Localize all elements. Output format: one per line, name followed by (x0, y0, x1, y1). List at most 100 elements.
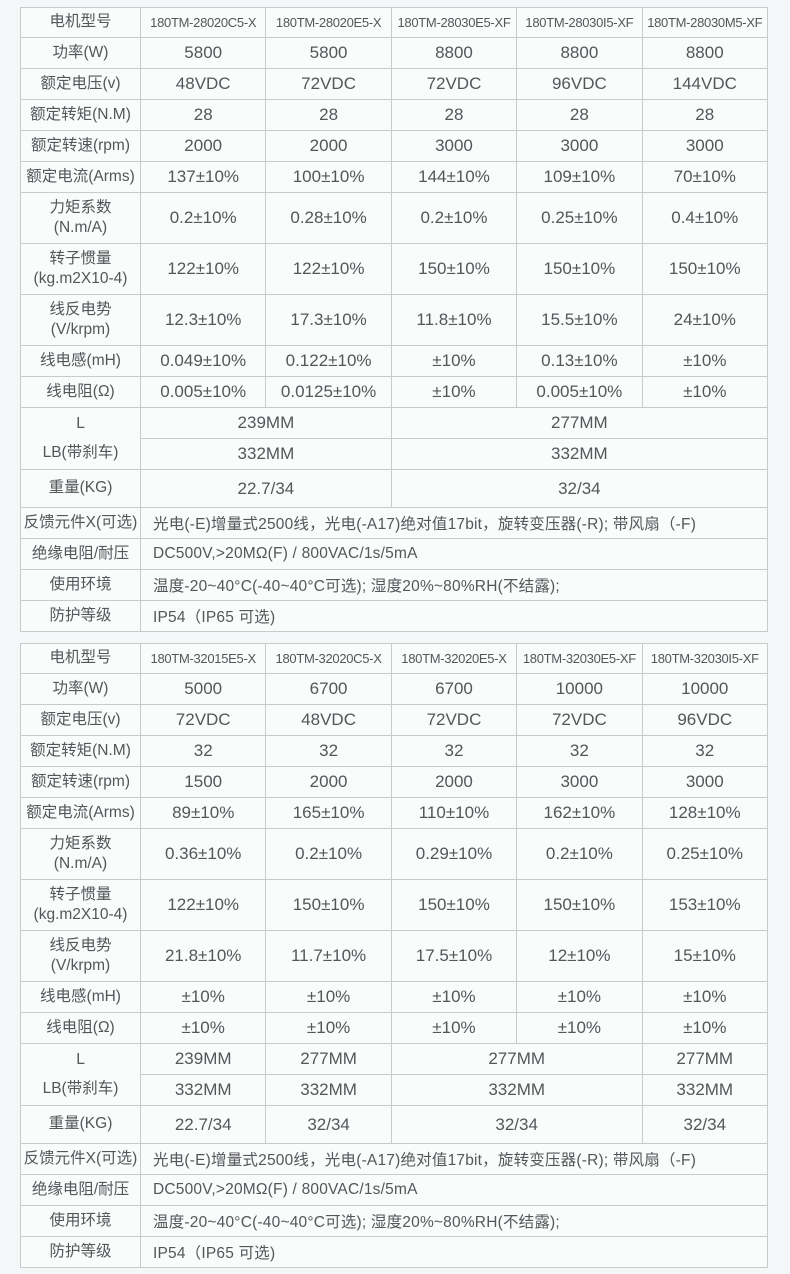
model-cell: 180TM-28030M5-XF (641, 7, 768, 38)
spec-value-cell: 8800 (641, 37, 768, 69)
info-row: 绝缘电阻/耐压 DC500V,>20MΩ(F) / 800VAC/1s/5mA (20, 538, 768, 570)
spec-row-label: 额定电流(Arms) (20, 161, 141, 193)
weight-cell: 22.7/34 (139, 1105, 267, 1144)
spec-row-label: 线电感(mH) (20, 981, 141, 1013)
spec-value-cell: 32 (641, 735, 768, 767)
spec-value-cell: 0.36±10% (139, 828, 267, 880)
l-label: L (76, 1050, 85, 1068)
spec-value-cell: 3000 (516, 766, 643, 798)
spec-row-label: 功率(W) (20, 673, 141, 705)
spec-value-cell: 10000 (641, 673, 768, 705)
spec-value-cell: 0.28±10% (265, 192, 392, 244)
spec-value-cell: 8800 (390, 37, 518, 69)
spec-value-cell: 137±10% (139, 161, 267, 193)
spec-value-cell: ±10% (641, 376, 768, 408)
spec-value-cell: 8800 (516, 37, 643, 69)
length-cell: 277MM (641, 1043, 768, 1075)
spec-value-cell: 0.25±10% (641, 828, 768, 880)
info-row-label: 使用环境 (20, 1205, 141, 1237)
spec-row: 额定转矩(N.M) 32 32 32 32 32 (20, 735, 768, 767)
spec-value-cell: ±10% (641, 981, 768, 1013)
info-row: 使用环境 温度-20~40°C(-40~40°C可选); 湿度20%~80%RH(… (20, 1205, 768, 1237)
spec-value-cell: 17.5±10% (390, 930, 518, 982)
spec-row: 线电阻(Ω) 0.005±10% 0.0125±10% ±10% 0.005±10% ±1… (20, 376, 768, 408)
info-row: 绝缘电阻/耐压 DC500V,>20MΩ(F) / 800VAC/1s/5mA (20, 1174, 768, 1206)
info-row: 防护等级 IP54（IP65 可选) (20, 600, 768, 632)
spec-value-cell: 0.29±10% (390, 828, 518, 880)
spec-value-cell: ±10% (139, 981, 267, 1013)
spec-value-cell: 0.2±10% (516, 828, 643, 880)
spec-row: 额定转矩(N.M) 28 28 28 28 28 (20, 99, 768, 131)
spec-value-cell: 21.8±10% (139, 930, 267, 982)
spec-value-cell: 0.0125±10% (265, 376, 392, 408)
model-cell: 180TM-28030E5-XF (390, 7, 518, 38)
spec-row-label: 力矩系数 (N.m/A) (20, 828, 141, 880)
spec-value-cell: 0.2±10% (390, 192, 518, 244)
spec-value-cell: 3000 (641, 130, 768, 162)
spec-value-cell: 110±10% (390, 797, 518, 829)
weight-cell: 22.7/34 (140, 469, 392, 508)
info-value-cell: 温度-20~40°C(-40~40°C可选); 湿度20%~80%RH(不结露)… (140, 569, 768, 601)
info-row: 反馈元件X(可选) 光电(-E)增量式2500线，光电(-A17)绝对值17bit… (20, 1143, 768, 1175)
info-row: 使用环境 温度-20~40°C(-40~40°C可选); 湿度20%~80%RH(… (20, 569, 768, 601)
spec-row: 额定电压(v) 48VDC 72VDC 72VDC 96VDC 144VDC (20, 68, 768, 100)
spec-value-cell: 96VDC (516, 68, 643, 100)
spec-value-cell: 3000 (516, 130, 643, 162)
spec-row: 额定电流(Arms) 89±10% 165±10% 110±10% 162±10% 128… (20, 797, 768, 829)
model-cell: 180TM-32015E5-X (139, 643, 267, 674)
info-row-label: 防护等级 (20, 600, 141, 632)
brake-length-cell: 332MM (641, 1074, 768, 1106)
spec-row: 额定转速(rpm) 1500 2000 2000 3000 3000 (20, 766, 768, 798)
info-value-cell: DC500V,>20MΩ(F) / 800VAC/1s/5mA (140, 1174, 768, 1206)
spec-value-cell: 15.5±10% (516, 294, 643, 346)
spec-row-label: 额定转速(rpm) (20, 130, 141, 162)
spec-row-label: 额定转矩(N.M) (20, 735, 141, 767)
info-row-label: 绝缘电阻/耐压 (20, 1174, 141, 1206)
spec-value-cell: ±10% (265, 981, 392, 1013)
spec-value-cell: 0.005±10% (516, 376, 643, 408)
brake-length-row: 332MM 332MM 332MM 332MM (21, 1074, 768, 1106)
model-row-label: 电机型号 (20, 7, 141, 38)
spec-value-cell: 165±10% (265, 797, 392, 829)
spec-row-label: 功率(W) (20, 37, 141, 69)
spec-row: 线电阻(Ω) ±10% ±10% ±10% ±10% ±10% (20, 1012, 768, 1044)
spec-value-cell: 10000 (516, 673, 643, 705)
spec-value-cell: 28 (641, 99, 768, 131)
weight-cell: 32/34 (641, 1105, 768, 1144)
lb-label: LB(带刹车) (42, 1079, 119, 1097)
length-cell: 239MM (140, 407, 392, 439)
spec-value-cell: 32 (516, 735, 643, 767)
spec-value-cell: 48VDC (265, 704, 392, 736)
spec-value-cell: 5800 (139, 37, 267, 69)
spec-tables-container: 电机型号 180TM-28020C5-X 180TM-28020E5-X 180TM-… (20, 7, 768, 1268)
spec-value-cell: 17.3±10% (265, 294, 392, 346)
spec-value-cell: 28 (390, 99, 518, 131)
spec-value-cell: 5000 (139, 673, 267, 705)
spec-row-label: 线电阻(Ω) (20, 376, 141, 408)
spec-value-cell: 150±10% (265, 879, 392, 931)
model-row: 电机型号 180TM-28020C5-X 180TM-28020E5-X 180TM-… (20, 7, 768, 38)
weight-row-label: 重量(KG) (20, 469, 141, 508)
spec-value-cell: 2000 (390, 766, 518, 798)
spec-value-cell: 3000 (390, 130, 518, 162)
spec-row-label: 额定电压(v) (20, 704, 141, 736)
spec-value-cell: 2000 (265, 766, 392, 798)
spec-row-label: 线反电势 (V/krpm) (20, 294, 141, 346)
spec-value-cell: 96VDC (641, 704, 768, 736)
model-cell: 180TM-28030I5-XF (516, 7, 643, 38)
spec-value-cell: 122±10% (139, 879, 267, 931)
l-label: L (76, 414, 85, 432)
spec-value-cell: 0.2±10% (265, 828, 392, 880)
length-cell: 277MM (390, 407, 768, 439)
length-row: L LB(带刹车) 239MM 277MM 277MM 277MM (20, 1043, 768, 1106)
spec-value-cell: 70±10% (641, 161, 768, 193)
length-cell: 277MM (265, 1043, 392, 1075)
spec-value-cell: ±10% (516, 1012, 643, 1044)
spec-value-cell: 162±10% (516, 797, 643, 829)
spec-row-label: 线电感(mH) (20, 345, 141, 377)
spec-value-cell: 150±10% (390, 243, 518, 295)
model-cell: 180TM-32020E5-X (390, 643, 518, 674)
spec-value-cell: 72VDC (516, 704, 643, 736)
spec-value-cell: 72VDC (390, 68, 518, 100)
spec-value-cell: 28 (516, 99, 643, 131)
